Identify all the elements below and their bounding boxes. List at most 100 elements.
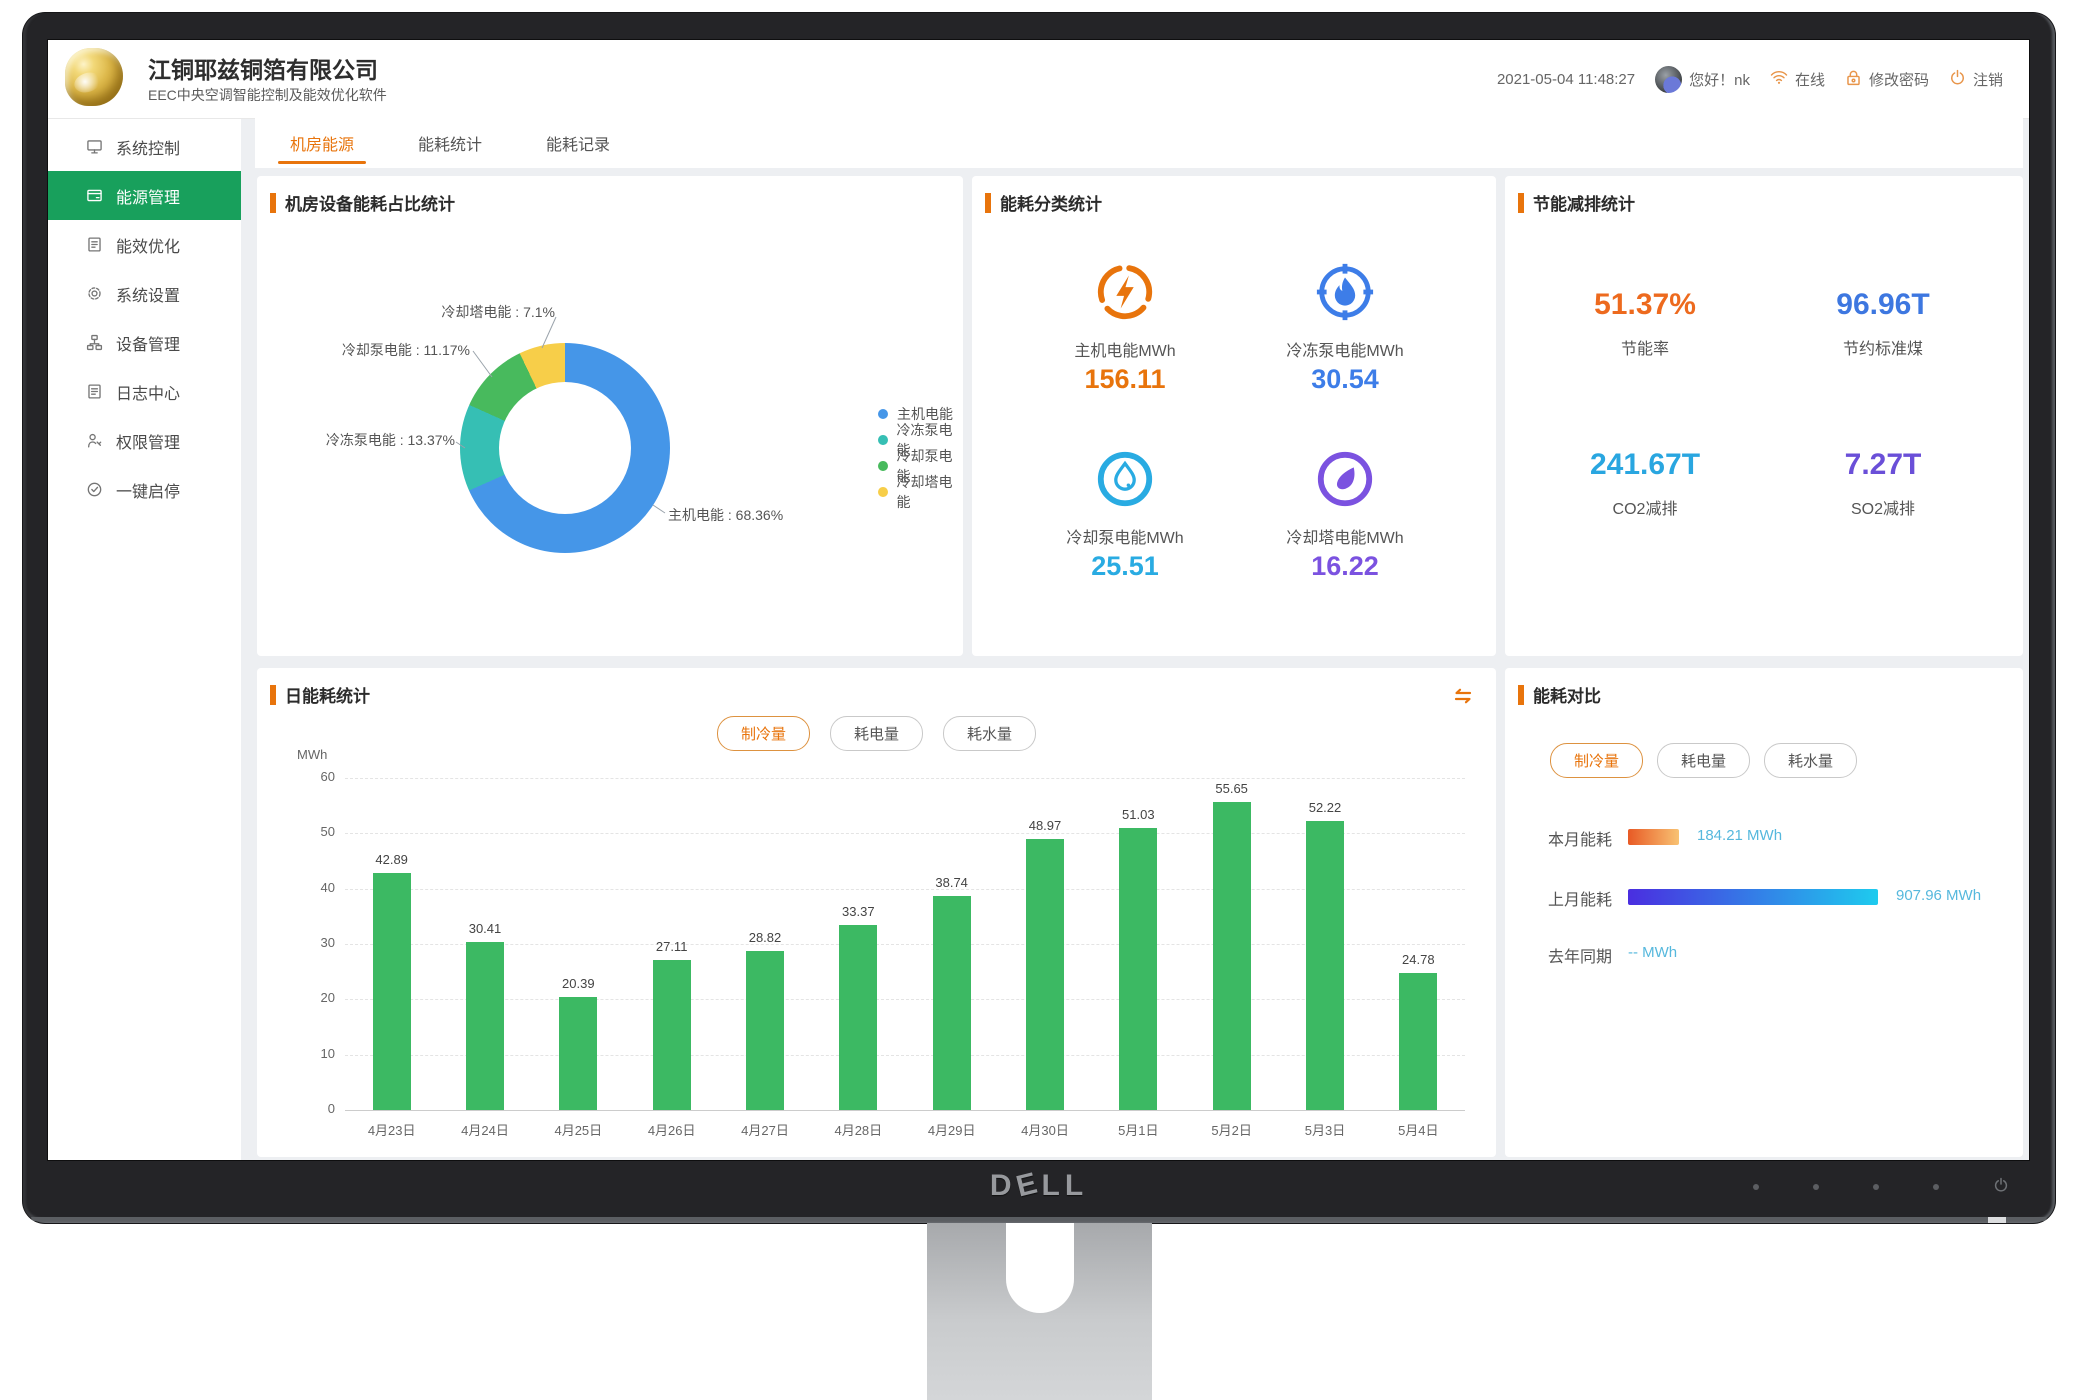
chart-legend: 主机电能 冷冻泵电能 冷却泵电能 冷却塔电能: [878, 404, 963, 510]
savings-value: 51.37%: [1594, 288, 1696, 321]
dell-logo-letter: D: [989, 1169, 1017, 1202]
y-tick-50: 50: [320, 824, 335, 840]
legend-dot: [878, 435, 888, 445]
flame-icon: [1314, 263, 1376, 327]
x-tick-4月26日: 4月26日: [647, 1123, 696, 1138]
x-tick-4月27日: 4月27日: [741, 1123, 789, 1138]
monitor-menu-dot-1[interactable]: [1753, 1184, 1759, 1190]
savings-CO2减排: 241.67T CO2减排: [1535, 448, 1755, 519]
panel-energy-category: 能耗分类统计 主机电能MWh 156.11 冷冻泵电能MWh 30.54 冷却泵电能MW…: [972, 176, 1496, 656]
y-tick-40: 40: [320, 879, 335, 895]
stat-label: 主机电能MWh: [1074, 343, 1176, 360]
x-tick-5月3日: 5月3日: [1304, 1123, 1346, 1138]
stand-cable-hole: [1006, 1223, 1074, 1313]
daily-pill-耗水量[interactable]: 耗水量: [943, 716, 1037, 751]
monitor-menu-dot-3[interactable]: [1873, 1184, 1879, 1190]
bar-value-4月24日: 30.41: [468, 921, 502, 936]
dell-logo-letter: L: [1041, 1169, 1065, 1202]
sidebar-item-label: 一键启停: [116, 483, 181, 501]
stat-value: 156.11: [1084, 364, 1166, 394]
compare-metric-switch: 制冷量 耗电量 耗水量: [1550, 743, 1858, 778]
donut-chart: [460, 343, 670, 553]
sidebar-item-能效优化[interactable]: 能效优化: [48, 220, 241, 269]
compare-pill-耗电量[interactable]: 耗电量: [1657, 743, 1751, 778]
logo-highlight: [71, 69, 104, 96]
donut-callout-冷却塔电能: 冷却塔电能 : 7.1%: [441, 304, 555, 320]
legend-item-冷冻泵电能[interactable]: 冷冻泵电能: [878, 422, 963, 458]
permission-icon: [86, 432, 103, 449]
x-axis-line: [345, 1110, 1465, 1111]
lock-icon: [1845, 69, 1862, 90]
leaf-icon: [1314, 451, 1376, 514]
panel-title: 节能减排统计: [1533, 195, 1635, 214]
panel-header: 能耗对比: [1518, 682, 1601, 707]
bar-value-4月25日: 20.39: [562, 976, 595, 991]
stat-value: 30.54: [1311, 364, 1379, 394]
sidebar-item-能源管理[interactable]: 能源管理: [48, 171, 241, 220]
donut-hole: [499, 382, 631, 514]
legend-item-冷却塔电能[interactable]: 冷却塔电能: [878, 474, 963, 510]
stat-冷却塔电能MWh: 冷却塔电能MWh 16.22: [1235, 448, 1455, 582]
sidebar-item-系统控制[interactable]: 系统控制: [48, 122, 241, 171]
bar-4月25日: [559, 997, 598, 1110]
stat-主机电能MWh: 主机电能MWh 156.11: [1015, 261, 1235, 395]
online-label: 在线: [1794, 71, 1825, 89]
compare-row-label: 本月能耗: [1548, 832, 1613, 849]
logout-label: 注销: [1972, 71, 2003, 89]
avatar[interactable]: [1655, 65, 1683, 93]
legend-item-冷却泵电能[interactable]: 冷却泵电能: [878, 448, 963, 484]
savings-节约标准煤: 96.96T 节约标准煤: [1773, 288, 1993, 359]
compare-bar: [1628, 829, 1679, 845]
bar-5月4日: [1399, 973, 1438, 1110]
monitor-power-button[interactable]: [1993, 1177, 2009, 1198]
compare-pill-制冷量[interactable]: 制冷量: [1550, 743, 1644, 778]
x-tick-5月4日: 5月4日: [1398, 1123, 1439, 1138]
y-tick-10: 10: [320, 1045, 335, 1061]
tab-机房能源[interactable]: 机房能源: [277, 118, 367, 168]
stat-value: 16.22: [1311, 551, 1379, 581]
log-icon: [86, 383, 103, 400]
screen: 江铜耶兹铜箔有限公司 EEC中央空调智能控制及能效优化软件 2021-05-04…: [48, 40, 2029, 1160]
sidebar-item-系统设置[interactable]: 系统设置: [48, 269, 241, 318]
tab-能耗统计[interactable]: 能耗统计: [418, 137, 483, 154]
change-password-label: 修改密码: [1868, 71, 1929, 89]
sidebar-item-label: 能效优化: [116, 238, 181, 256]
daily-pill-耗电量[interactable]: 耗电量: [829, 716, 923, 751]
logout-link[interactable]: 注销: [1949, 69, 2003, 90]
online-status: 在线: [1770, 69, 1825, 90]
monitor-menu-dot-4[interactable]: [1933, 1184, 1939, 1190]
x-tick-4月28日: 4月28日: [834, 1123, 883, 1138]
compare-pill-耗水量[interactable]: 耗水量: [1764, 743, 1858, 778]
user-area[interactable]: 您好！nk: [1655, 65, 1750, 93]
tab-能耗记录[interactable]: 能耗记录: [546, 137, 611, 154]
legend-label: 冷冻泵电能: [896, 422, 953, 458]
panel-title: 日能耗统计: [285, 687, 370, 706]
gridline-10: [345, 1054, 1465, 1056]
title-marker: [985, 192, 991, 213]
sidebar-item-label: 系统设置: [116, 287, 181, 305]
swap-icon[interactable]: [1452, 688, 1474, 704]
waterdrop-icon: [1094, 451, 1156, 514]
savings-label: 节能率: [1620, 341, 1669, 358]
legend-dot: [878, 409, 888, 419]
sidebar-item-日志中心[interactable]: 日志中心: [48, 367, 241, 416]
title-marker: [1518, 192, 1524, 213]
bar-value-5月1日: 51.03: [1122, 807, 1155, 822]
dell-logo-letter: E: [1012, 1165, 1045, 1204]
sidebar-item-权限管理[interactable]: 权限管理: [48, 416, 241, 465]
monitor-frame: 江铜耶兹铜箔有限公司 EEC中央空调智能控制及能效优化软件 2021-05-04…: [23, 13, 2055, 1223]
sidebar-item-设备管理[interactable]: 设备管理: [48, 318, 241, 367]
optimize-icon: [86, 236, 103, 253]
monitor-menu-dot-2[interactable]: [1813, 1184, 1819, 1190]
dell-logo-letter: L: [1064, 1169, 1089, 1202]
sidebar-item-label: 权限管理: [116, 434, 181, 452]
daily-pill-制冷量[interactable]: 制冷量: [716, 716, 810, 751]
change-password-link[interactable]: 修改密码: [1845, 69, 1929, 90]
legend-item-主机电能[interactable]: 主机电能: [878, 404, 963, 424]
gridline-60: [345, 778, 1465, 779]
bar-value-5月2日: 55.65: [1215, 781, 1248, 796]
bar-value-4月30日: 48.97: [1028, 818, 1062, 833]
gridline-40: [345, 888, 1465, 890]
sidebar-item-一键启停[interactable]: 一键启停: [48, 465, 241, 514]
device-icon: [86, 334, 103, 351]
